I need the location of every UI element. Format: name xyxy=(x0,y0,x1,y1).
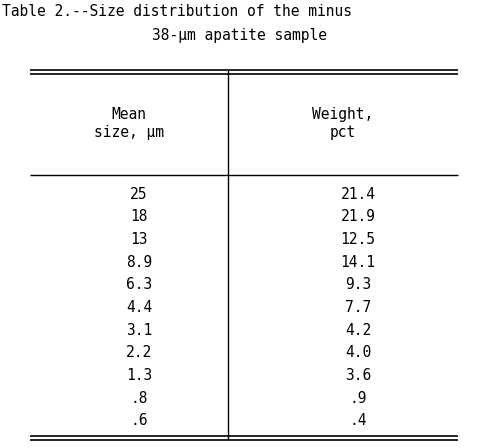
Text: 7.7: 7.7 xyxy=(345,300,371,315)
Text: 2.2: 2.2 xyxy=(126,345,152,360)
Text: 3.6: 3.6 xyxy=(345,368,371,383)
Text: .4: .4 xyxy=(349,413,367,428)
Text: 38-μm apatite sample: 38-μm apatite sample xyxy=(152,28,327,43)
Text: .9: .9 xyxy=(349,391,367,405)
Text: Weight,: Weight, xyxy=(312,107,374,122)
Text: Table 2.--Size distribution of the minus: Table 2.--Size distribution of the minus xyxy=(2,4,352,19)
Text: 13: 13 xyxy=(130,232,148,247)
Text: 18: 18 xyxy=(130,210,148,224)
Text: 21.9: 21.9 xyxy=(341,210,376,224)
Text: size, μm: size, μm xyxy=(94,125,164,140)
Text: Mean: Mean xyxy=(112,107,147,122)
Text: pct: pct xyxy=(330,125,356,140)
Text: 8.9: 8.9 xyxy=(126,255,152,270)
Text: .8: .8 xyxy=(130,391,148,405)
Text: 3.1: 3.1 xyxy=(126,323,152,338)
Text: 12.5: 12.5 xyxy=(341,232,376,247)
Text: 14.1: 14.1 xyxy=(341,255,376,270)
Text: 4.4: 4.4 xyxy=(126,300,152,315)
Text: 9.3: 9.3 xyxy=(345,277,371,293)
Text: 25: 25 xyxy=(130,187,148,202)
Text: 1.3: 1.3 xyxy=(126,368,152,383)
Text: 6.3: 6.3 xyxy=(126,277,152,293)
Text: 4.0: 4.0 xyxy=(345,345,371,360)
Text: 4.2: 4.2 xyxy=(345,323,371,338)
Text: .6: .6 xyxy=(130,413,148,428)
Text: 21.4: 21.4 xyxy=(341,187,376,202)
